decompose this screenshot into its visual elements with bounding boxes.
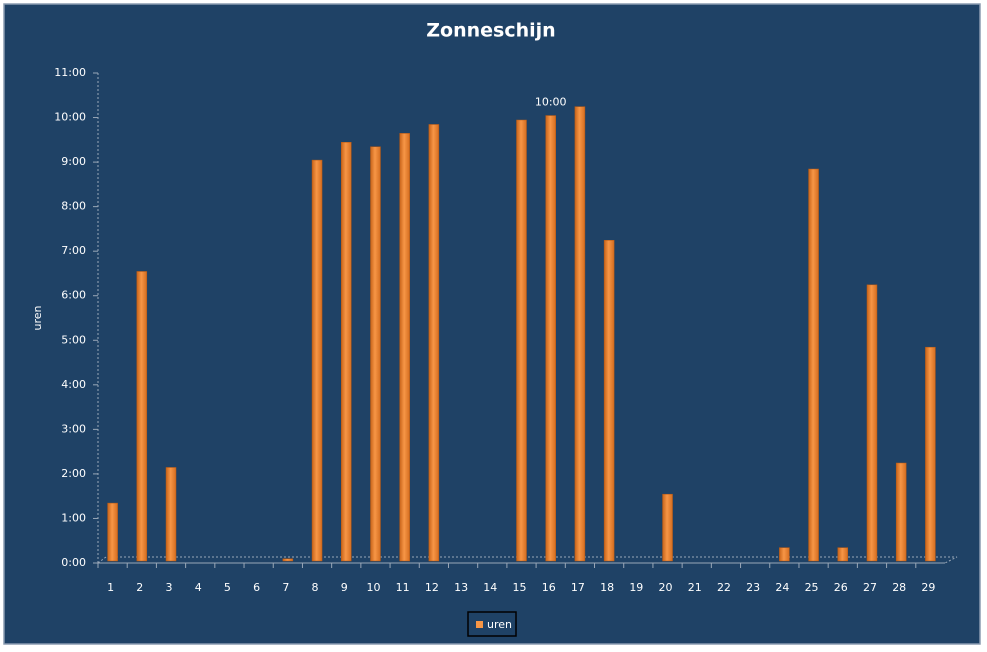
- bar: [779, 547, 790, 562]
- x-tick-label: 29: [921, 581, 935, 594]
- bar: [165, 467, 177, 562]
- x-tick-label: 27: [863, 581, 877, 594]
- y-tick-label: 1:00: [61, 511, 86, 524]
- y-axis-title: uren: [31, 305, 44, 330]
- y-tick-label: 8:00: [61, 200, 86, 213]
- x-tick-label: 3: [166, 581, 173, 594]
- bar: [895, 462, 907, 562]
- x-tick-label: 28: [892, 581, 906, 594]
- y-tick-label: 0:00: [61, 556, 86, 569]
- x-tick-label: 22: [717, 581, 731, 594]
- legend-label: uren: [487, 618, 512, 631]
- bar: [399, 133, 410, 562]
- x-tick-label: 13: [454, 581, 468, 594]
- bar: [808, 168, 819, 562]
- y-tick-label: 6:00: [61, 289, 86, 302]
- legend-swatch: [476, 621, 483, 628]
- x-tick-label: 8: [312, 581, 319, 594]
- x-tick-label: 10: [366, 581, 380, 594]
- x-tick-label: 25: [805, 581, 819, 594]
- x-tick-label: 20: [659, 581, 673, 594]
- bar: [282, 558, 294, 562]
- bar: [428, 124, 440, 562]
- x-tick-label: 18: [600, 581, 614, 594]
- x-tick-label: 21: [688, 581, 702, 594]
- data-label: 10:00: [535, 96, 567, 109]
- bar: [341, 142, 352, 562]
- x-tick-label: 14: [483, 581, 497, 594]
- x-tick-label: 12: [425, 581, 439, 594]
- bar: [311, 159, 323, 562]
- bar: [837, 547, 849, 562]
- bar: [866, 284, 878, 562]
- x-tick-label: 4: [195, 581, 202, 594]
- x-tick-label: 1: [107, 581, 114, 594]
- y-tick-label: 5:00: [61, 333, 86, 346]
- y-tick-label: 4:00: [61, 378, 86, 391]
- x-tick-label: 9: [341, 581, 348, 594]
- y-tick-label: 9:00: [61, 155, 86, 168]
- chart-background: [3, 3, 981, 645]
- x-tick-label: 26: [834, 581, 848, 594]
- x-tick-label: 6: [253, 581, 260, 594]
- x-tick-label: 19: [629, 581, 643, 594]
- legend-box: [467, 611, 517, 637]
- y-tick-label: 3:00: [61, 422, 86, 435]
- x-tick-label: 15: [513, 581, 527, 594]
- bar: [516, 119, 527, 562]
- x-tick-label: 2: [136, 581, 143, 594]
- bar: [662, 493, 673, 562]
- y-tick-label: 2:00: [61, 467, 86, 480]
- bar: [136, 271, 148, 562]
- x-tick-label: 7: [282, 581, 289, 594]
- x-tick-label: 5: [224, 581, 231, 594]
- y-tick-label: 11:00: [54, 66, 86, 79]
- bar: [574, 106, 586, 562]
- bar: [925, 346, 936, 562]
- y-tick-label: 10:00: [54, 111, 86, 124]
- bar: [545, 115, 556, 562]
- x-tick-label: 17: [571, 581, 585, 594]
- y-tick-label: 7:00: [61, 244, 86, 257]
- chart-title: Zonneschijn: [426, 20, 555, 42]
- bar: [603, 240, 615, 562]
- x-tick-label: 11: [396, 581, 410, 594]
- bar: [370, 146, 381, 562]
- bar: [107, 502, 118, 562]
- x-tick-label: 16: [542, 581, 556, 594]
- x-tick-label: 24: [775, 581, 789, 594]
- x-tick-label: 23: [746, 581, 760, 594]
